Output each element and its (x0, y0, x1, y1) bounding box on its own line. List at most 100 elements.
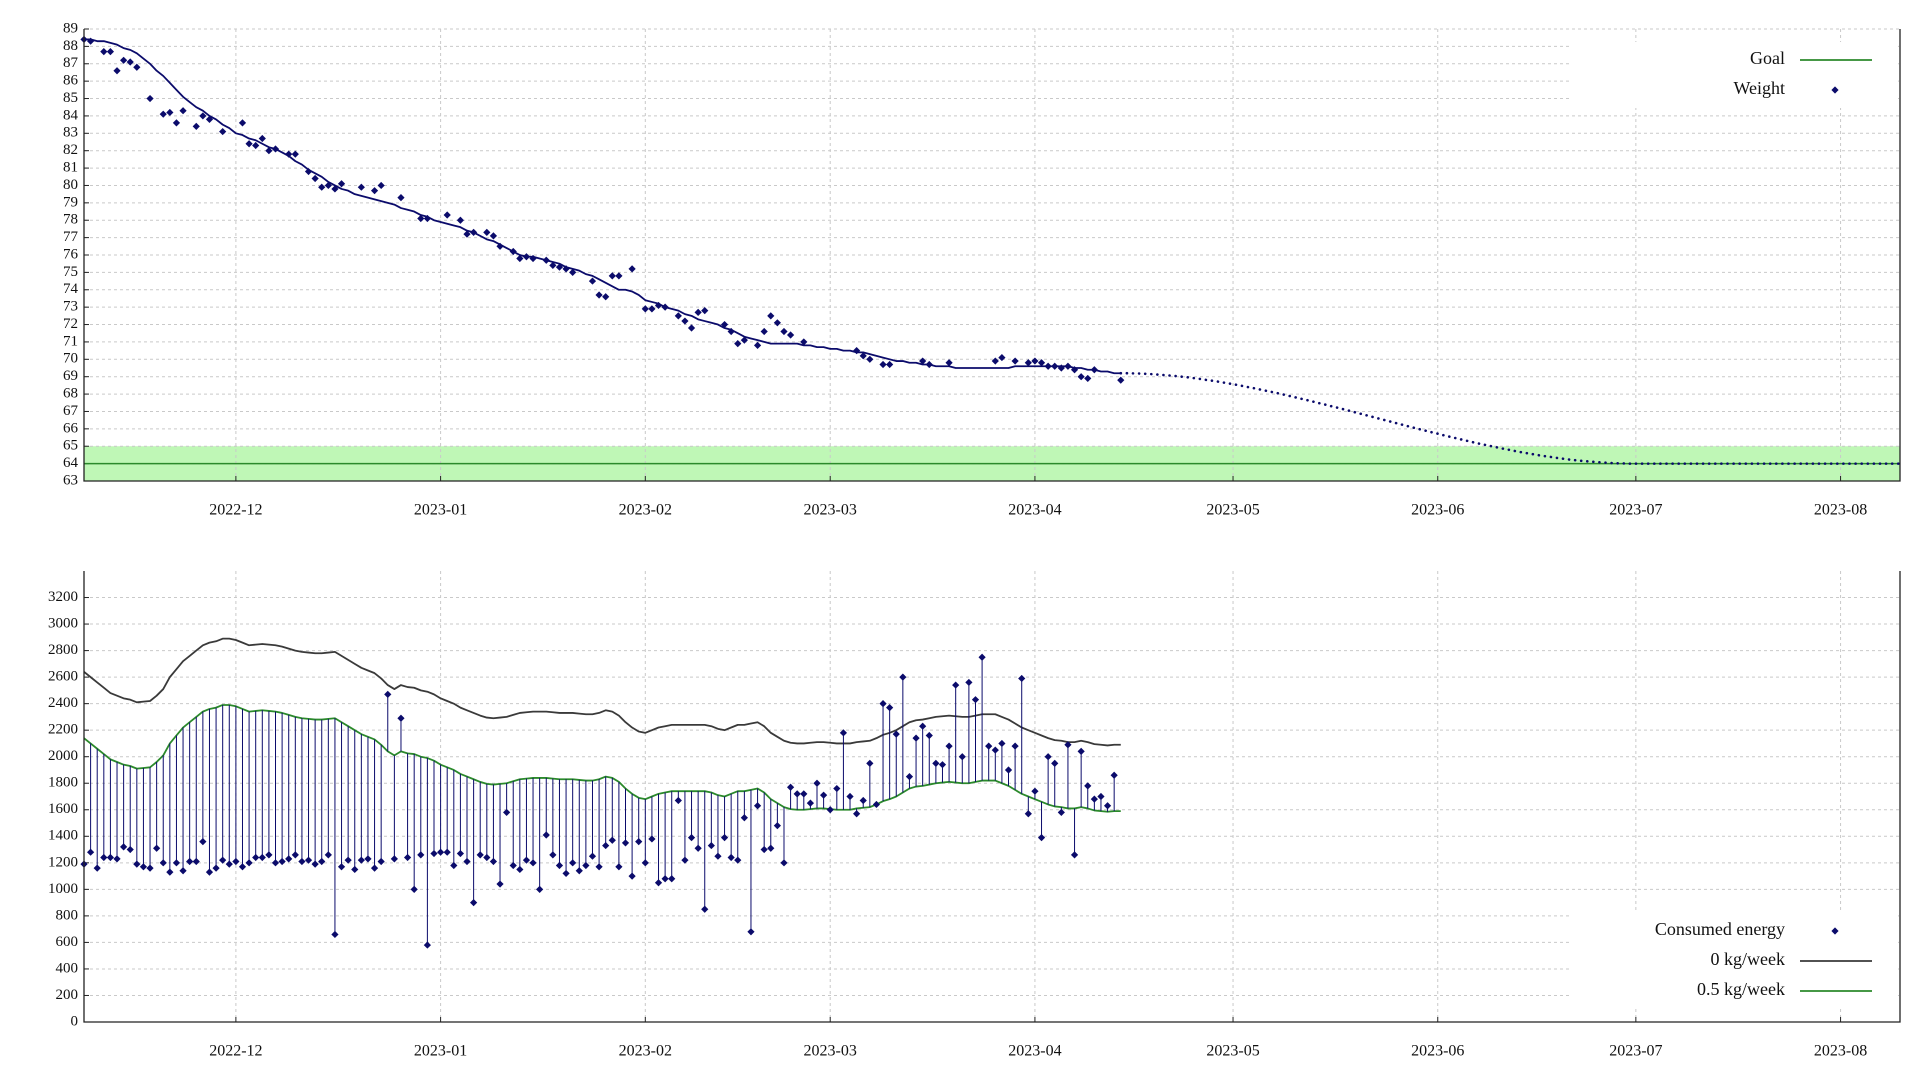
x-tick-label: 2023-03 (804, 1043, 857, 1060)
data-point (238, 863, 247, 871)
y-tick-label: 73 (63, 299, 78, 315)
data-point (839, 729, 848, 737)
data-point (1097, 792, 1105, 801)
data-point (674, 312, 682, 320)
data-point (608, 272, 616, 280)
data-point (496, 242, 504, 250)
data-point (1117, 376, 1125, 384)
data-point (562, 869, 570, 878)
y-tick-label: 88 (63, 38, 78, 54)
data-point (397, 194, 405, 202)
data-point (483, 228, 491, 236)
data-point (265, 851, 273, 859)
data-point (364, 855, 372, 863)
data-point (648, 305, 656, 313)
data-point (509, 247, 517, 256)
y-tick-label: 2000 (48, 748, 78, 764)
data-point (331, 930, 339, 939)
y-tick-label: 1200 (48, 854, 78, 870)
data-point (932, 759, 940, 767)
axis-frame (83, 29, 1901, 482)
data-point (1064, 362, 1072, 370)
data-point (463, 230, 471, 238)
data-point (1070, 851, 1079, 859)
data-point (641, 305, 649, 313)
data-point (516, 254, 524, 263)
data-point (476, 851, 484, 859)
data-point (740, 814, 748, 822)
data-point (146, 864, 154, 872)
data-point (199, 112, 207, 120)
data-point (786, 331, 795, 339)
x-tick-label: 2022-12 (209, 1043, 262, 1060)
data-point (1110, 771, 1118, 779)
y-tick-label: 200 (56, 987, 79, 1003)
x-tick-label: 2023-03 (804, 502, 857, 519)
legend-label: 0 kg/week (1711, 949, 1785, 969)
data-point (833, 784, 841, 793)
data-point (681, 856, 689, 864)
y-tick-label: 2400 (48, 695, 78, 711)
data-point (87, 848, 95, 856)
series-line (1119, 371, 1902, 465)
legend-marker (1831, 927, 1839, 935)
y-tick-label: 63 (63, 472, 78, 488)
data-point (740, 336, 748, 344)
data-point (133, 63, 141, 71)
data-point (635, 838, 643, 846)
data-point (925, 360, 933, 369)
x-tick-label: 2023-01 (414, 502, 467, 519)
y-tick-label: 72 (63, 316, 78, 332)
data-point (952, 681, 960, 689)
data-point (595, 291, 603, 299)
data-point (159, 110, 167, 118)
data-point (1084, 374, 1092, 383)
y-tick-label: 600 (56, 934, 79, 950)
data-point (370, 864, 379, 872)
data-point (337, 180, 346, 188)
data-point (945, 742, 953, 750)
data-point (304, 167, 313, 176)
y-tick-label: 81 (63, 160, 78, 176)
series-line (83, 704, 1121, 813)
x-tick-label: 2023-05 (1206, 1043, 1259, 1060)
data-point (648, 835, 656, 843)
data-point (1044, 362, 1052, 370)
chart: 0 200 400 600 800 1000 1200 1400 1600 1800 2000 220… (48, 571, 1901, 1060)
data-point (958, 753, 966, 761)
data-point (602, 841, 610, 850)
data-point (172, 859, 181, 867)
data-point (186, 857, 194, 866)
data-point (219, 856, 227, 864)
data-point (925, 731, 933, 740)
data-point (971, 696, 980, 704)
data-point (311, 174, 319, 183)
data-point (529, 859, 537, 867)
data-point (252, 141, 260, 150)
data-point (377, 857, 385, 866)
data-point (569, 268, 577, 276)
data-point (615, 863, 623, 871)
data-point (113, 67, 121, 75)
data-point (608, 836, 616, 844)
data-point (727, 853, 735, 862)
data-point (555, 861, 564, 870)
data-point (899, 673, 907, 681)
data-point (879, 360, 887, 369)
data-point (866, 355, 874, 363)
data-point (549, 261, 557, 270)
data-point (126, 845, 134, 854)
data-point (318, 183, 326, 191)
data-point (562, 265, 570, 273)
data-point (159, 859, 167, 867)
data-point (192, 122, 200, 130)
data-point (450, 861, 458, 870)
data-point (938, 761, 947, 769)
x-tick-label: 2023-07 (1609, 1043, 1662, 1060)
x-tick-label: 2023-05 (1206, 502, 1259, 519)
data-point (1004, 766, 1013, 774)
y-tick-label: 1000 (48, 881, 78, 897)
data-point (687, 834, 696, 842)
data-point (324, 181, 332, 190)
data-point (351, 865, 359, 874)
